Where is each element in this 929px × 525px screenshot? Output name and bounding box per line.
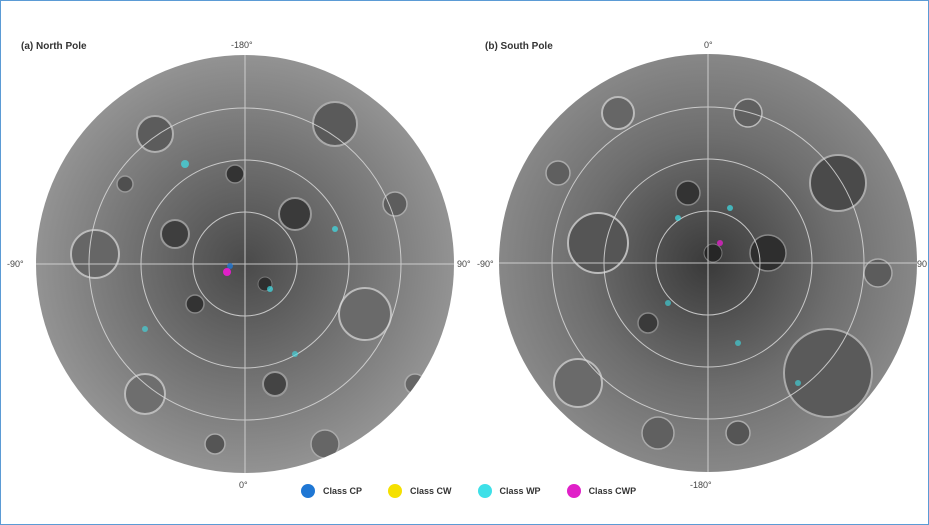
legend-swatch-cp — [301, 484, 315, 498]
south-pole-title: (b) South Pole — [485, 41, 553, 52]
south-craters — [545, 96, 893, 450]
legend-item-cwp: Class CWP — [566, 484, 637, 498]
legend-item-cp: Class CP — [301, 484, 362, 498]
north-right-longitude: 90° — [457, 259, 471, 269]
north-detections — [142, 160, 338, 357]
south-detections — [665, 205, 801, 386]
south-top-longitude: 0° — [704, 40, 713, 50]
north-bottom-longitude: 0° — [239, 480, 248, 490]
south-pole-map — [499, 54, 917, 472]
south-graticule — [499, 54, 917, 472]
legend-swatch-wp — [477, 484, 492, 498]
north-graticule — [36, 55, 454, 473]
legend-label-cp: Class CP — [323, 486, 363, 496]
legend: Class CP Class CW Class WP Class CWP — [301, 481, 636, 501]
south-left-longitude: -90° — [477, 259, 494, 269]
legend-label-wp: Class WP — [499, 486, 541, 496]
legend-swatch-cw — [388, 484, 403, 498]
north-pole-title: (a) North Pole — [21, 41, 87, 52]
legend-swatch-cwp — [566, 484, 581, 498]
legend-label-cw: Class CW — [410, 486, 452, 496]
south-bottom-longitude: -180° — [690, 480, 712, 490]
north-left-longitude: -90° — [7, 259, 24, 269]
north-top-longitude: -180° — [231, 40, 253, 50]
north-pole-map — [36, 55, 454, 473]
north-craters — [70, 101, 426, 459]
legend-label-cwp: Class CWP — [588, 486, 637, 496]
legend-item-wp: Class WP — [477, 484, 541, 498]
south-right-longitude: 90 — [917, 259, 928, 269]
legend-item-cw: Class CW — [388, 484, 452, 498]
